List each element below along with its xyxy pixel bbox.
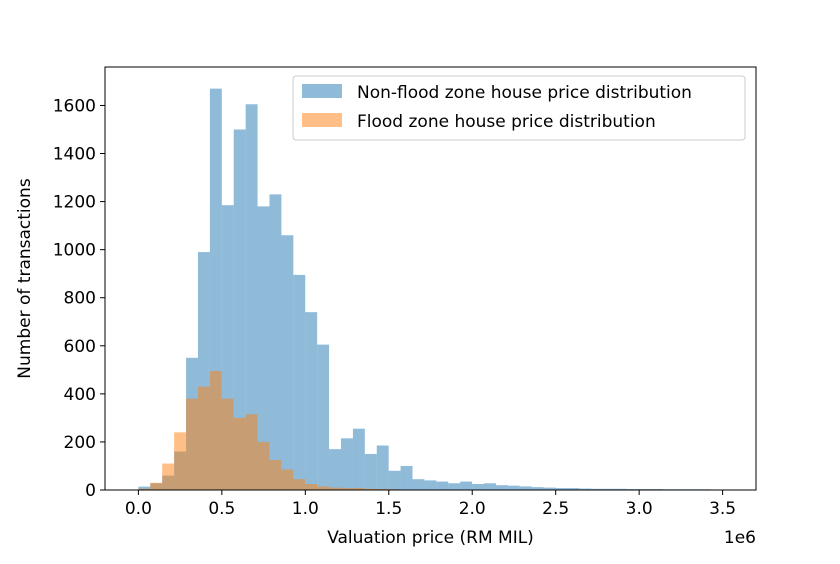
histogram-bar bbox=[210, 371, 222, 490]
y-tick-label: 1600 bbox=[53, 96, 96, 116]
histogram-bar bbox=[317, 486, 329, 490]
histogram-bar bbox=[365, 454, 377, 490]
y-tick-label: 1000 bbox=[53, 241, 96, 261]
legend-label-flood: Flood zone house price distribution bbox=[357, 112, 656, 132]
histogram-bar bbox=[448, 483, 460, 490]
histogram-bar bbox=[401, 466, 413, 490]
legend-label-non-flood: Non-flood zone house price distribution bbox=[357, 83, 692, 103]
legend-swatch-flood bbox=[302, 113, 342, 127]
histogram-bar bbox=[305, 312, 317, 490]
legend-swatch-non-flood bbox=[302, 84, 342, 98]
histogram-bar bbox=[162, 464, 174, 490]
histogram-bar bbox=[293, 479, 305, 490]
y-tick-label: 0 bbox=[85, 481, 96, 501]
x-tick-label: 1.0 bbox=[292, 499, 319, 519]
histogram-bar bbox=[317, 345, 329, 490]
histogram-bar bbox=[436, 482, 448, 490]
histogram-bar bbox=[269, 194, 281, 490]
histogram-bar bbox=[472, 484, 484, 490]
histogram-bar bbox=[222, 399, 234, 490]
histogram-bar bbox=[281, 235, 293, 490]
x-tick-label: 3.5 bbox=[709, 499, 736, 519]
histogram-bar bbox=[198, 387, 210, 490]
y-tick-label: 200 bbox=[64, 433, 96, 453]
x-axis-label: Valuation price (RM MIL) bbox=[327, 528, 534, 548]
legend: Non-flood zone house price distribution … bbox=[293, 76, 745, 140]
histogram-bar bbox=[150, 483, 162, 490]
y-tick-label: 600 bbox=[64, 337, 96, 357]
histogram-bar bbox=[389, 471, 401, 490]
histogram-bar bbox=[460, 482, 472, 490]
x-tick-label: 0.5 bbox=[208, 499, 235, 519]
y-axis-label: Number of transactions bbox=[15, 178, 35, 379]
histogram-bar bbox=[293, 275, 305, 490]
histogram-bar bbox=[281, 470, 293, 490]
histogram-bar bbox=[258, 442, 270, 490]
x-tick-label: 2.5 bbox=[542, 499, 569, 519]
histogram-bar bbox=[246, 414, 258, 490]
histogram-bar bbox=[424, 480, 436, 490]
x-tick-label: 2.0 bbox=[459, 499, 486, 519]
histogram-bar bbox=[413, 479, 425, 490]
histogram-bar bbox=[520, 486, 532, 490]
histogram-bar bbox=[305, 484, 317, 490]
x-tick-label: 1.5 bbox=[375, 499, 402, 519]
histogram-bar bbox=[496, 485, 508, 490]
histogram-bar bbox=[174, 432, 186, 490]
x-axis-offset-label: 1e6 bbox=[724, 528, 756, 548]
histogram-bar bbox=[329, 449, 341, 490]
histogram-bar bbox=[269, 460, 281, 490]
x-tick-label: 3.0 bbox=[626, 499, 653, 519]
histogram-bar bbox=[353, 429, 365, 490]
histogram-bar bbox=[377, 446, 389, 490]
histogram-bar bbox=[186, 399, 198, 490]
y-tick-label: 1400 bbox=[53, 145, 96, 165]
histogram-bar bbox=[234, 418, 246, 490]
histogram-bar bbox=[484, 483, 496, 490]
histogram-bar bbox=[341, 438, 353, 490]
x-tick-label: 0.0 bbox=[125, 499, 152, 519]
y-tick-label: 400 bbox=[64, 385, 96, 405]
y-tick-label: 1200 bbox=[53, 193, 96, 213]
histogram-bar bbox=[508, 486, 520, 490]
y-tick-label: 800 bbox=[64, 289, 96, 309]
